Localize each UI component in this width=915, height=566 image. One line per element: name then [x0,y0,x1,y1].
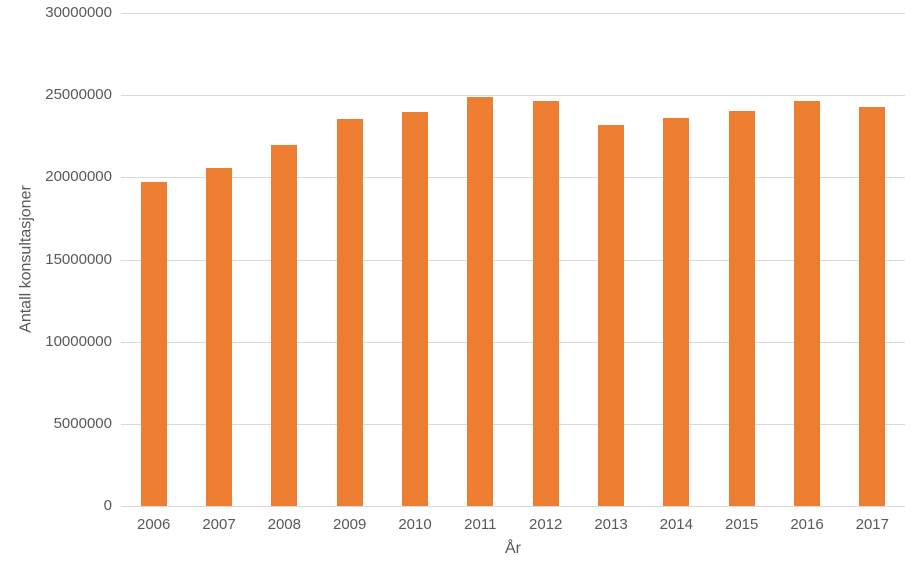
bar-2017 [859,106,886,506]
x-axis-baseline [121,506,905,507]
gridline [121,177,905,179]
x-tick-label: 2007 [202,516,236,533]
x-tick-label: 2013 [594,516,628,533]
x-tick-label: 2016 [790,516,824,533]
x-tick-label: 2015 [725,516,759,533]
bar-2008 [271,145,298,506]
bar-2015 [728,110,755,506]
x-tick-label: 2006 [137,516,171,533]
gridline [121,341,905,343]
x-tick-label: 2009 [333,516,367,533]
y-tick-label: 5000000 [53,414,112,432]
y-tick-label: 0 [103,497,112,514]
bar-2007 [206,167,232,506]
bar-2013 [598,124,624,506]
bar-2006 [140,182,167,506]
y-tick-label: 20000000 [45,168,112,186]
x-axis-title: År [505,540,521,557]
bar-2014 [663,118,690,506]
y-tick-label: 25000000 [45,86,112,104]
x-tick-label: 2012 [529,516,563,533]
bar-2012 [532,100,559,506]
x-tick-label: 2014 [659,516,693,533]
bar-2009 [336,119,363,506]
bar-2016 [794,100,820,506]
x-tick-label: 2017 [855,516,889,533]
y-tick-label: 10000000 [45,332,112,350]
x-tick-label: 2008 [267,516,301,533]
y-tick-label: 15000000 [45,250,112,268]
bar-2010 [402,111,428,506]
bar-2011 [467,96,494,506]
gridline [121,95,905,97]
gridline [121,423,905,425]
gridline [121,13,905,14]
x-tick-label: 2011 [464,516,497,533]
x-tick-label: 2010 [398,516,432,533]
y-tick-label: 30000000 [45,4,112,21]
gridline [121,259,905,261]
